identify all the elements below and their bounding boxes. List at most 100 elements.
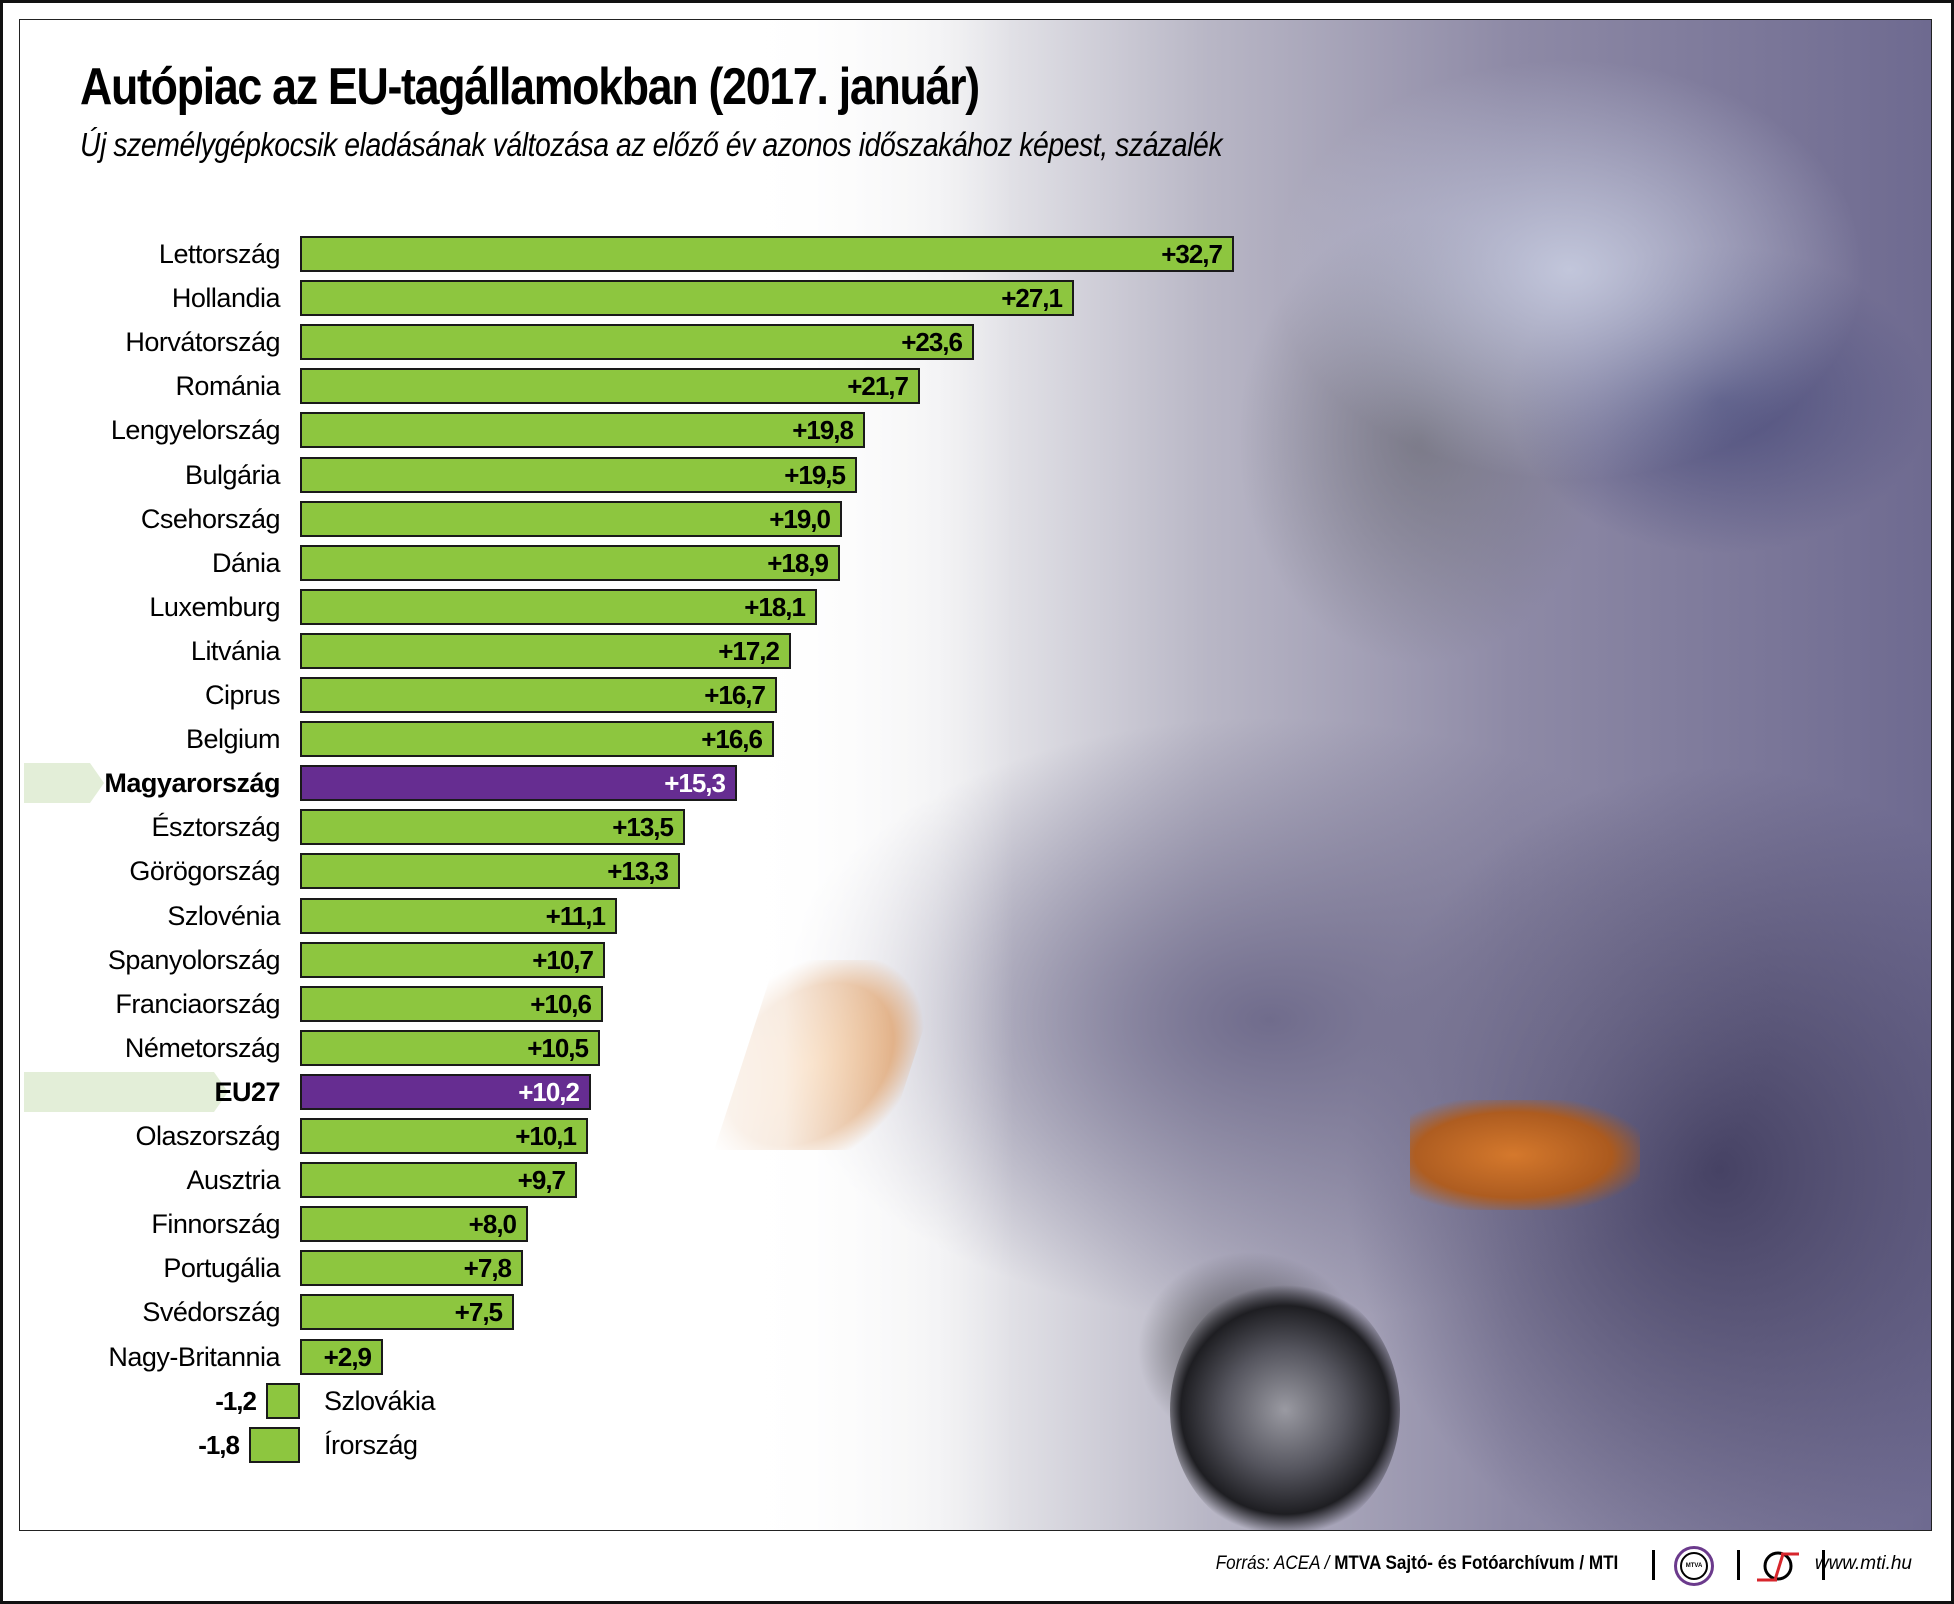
country-label: Görögország (129, 856, 280, 886)
country-label: Bulgária (184, 460, 281, 490)
bar-row: Görögország (0, 851, 280, 891)
bar: +10,1 (300, 1118, 588, 1154)
divider (1822, 1550, 1825, 1580)
value-label: +10,1 (515, 1121, 577, 1151)
bar-row: Hollandia (0, 278, 281, 318)
value-label: +32,7 (1161, 239, 1223, 269)
bar: +32,7 (300, 236, 1234, 272)
mtva-logo-icon: MTVA (1674, 1546, 1714, 1586)
bar: +18,9 (300, 545, 840, 581)
value-label: +18,1 (744, 592, 806, 622)
country-label: Litvánia (190, 636, 281, 666)
negative-bar (249, 1427, 300, 1463)
bar: +19,8 (300, 412, 865, 448)
country-label: Lettország (158, 239, 281, 269)
country-label: Ausztria (186, 1165, 280, 1195)
bar: +8,0 (300, 1206, 528, 1242)
value-label: +9,7 (517, 1165, 566, 1195)
value-label: +16,7 (704, 680, 766, 710)
bar-row: Szlovénia (0, 896, 280, 936)
bar-row: Svédország (0, 1292, 280, 1332)
country-label: Magyarország (104, 768, 280, 798)
negative-bar (266, 1383, 300, 1419)
bar-row: Ausztria (0, 1160, 280, 1200)
value-label: +7,8 (463, 1253, 512, 1283)
bar-row: Finnország (0, 1204, 280, 1244)
country-label: Belgium (185, 724, 281, 754)
bar-row: Belgium (0, 719, 281, 759)
mtva-logo-text: MTVA (1680, 1552, 1708, 1580)
country-label: Finnország (151, 1209, 280, 1239)
value-label: +2,9 (323, 1342, 372, 1372)
bar: +2,9 (300, 1339, 383, 1375)
bar: +10,2 (300, 1074, 591, 1110)
country-label: Szlovákia (324, 1386, 436, 1416)
country-label: Spanyolország (107, 945, 281, 975)
highlight-marker (24, 763, 104, 803)
value-label: +16,6 (701, 724, 763, 754)
value-label: +19,8 (792, 415, 854, 445)
value-label: +17,2 (718, 636, 780, 666)
value-label: +10,6 (530, 989, 592, 1019)
country-label: Németország (124, 1033, 281, 1063)
value-label: +10,5 (527, 1033, 589, 1063)
bar-row: Észtország (0, 807, 280, 847)
value-label: +19,5 (784, 460, 846, 490)
country-label: Észtország (151, 812, 280, 842)
bar-row: Magyarország (0, 763, 280, 803)
bar-row: Portugália (0, 1248, 280, 1288)
bar-row: Horvátország (0, 322, 280, 362)
value-label: +21,7 (847, 371, 909, 401)
country-label: Hollandia (171, 283, 281, 313)
country-label: EU27 (214, 1077, 280, 1107)
value-label: +23,6 (901, 327, 963, 357)
bar-row: Lengyelország (0, 410, 281, 450)
value-label: +19,0 (769, 504, 831, 534)
bar: +7,8 (300, 1250, 523, 1286)
bar-row: EU27 (0, 1072, 280, 1112)
value-label: +7,5 (454, 1297, 503, 1327)
bar-row: Franciaország (0, 984, 280, 1024)
value-label: +15,3 (664, 768, 726, 798)
country-label: Csehország (140, 504, 281, 534)
chart-subtitle: Új személygépkocsik eladásának változása… (80, 126, 1223, 163)
bar: +10,7 (300, 942, 605, 978)
bar-row: Románia (0, 366, 280, 406)
value-label: +11,1 (545, 901, 606, 931)
chart-title: Autópiac az EU-tagállamokban (2017. janu… (80, 58, 980, 116)
bar: +15,3 (300, 765, 737, 801)
value-label: +10,2 (518, 1077, 580, 1107)
bar: +11,1 (300, 898, 617, 934)
bar-row: Spanyolország (0, 940, 281, 980)
value-label: +13,5 (612, 812, 674, 842)
bar-row: Ciprus (0, 675, 281, 715)
bar: +16,7 (300, 677, 777, 713)
source-prefix: Forrás: ACEA / (1215, 1553, 1334, 1574)
bar-row: Nagy-Britannia (0, 1337, 280, 1377)
footer: Forrás: ACEA / MTVA Sajtó- és Fotóarchív… (0, 1546, 1930, 1586)
country-label: Nagy-Britannia (108, 1342, 280, 1372)
bar-row: Litvánia (0, 631, 281, 671)
country-label: Olaszország (135, 1121, 280, 1151)
bar-row: Bulgária (0, 455, 281, 495)
bar-row: Németország (0, 1028, 281, 1068)
value-label: +27,1 (1001, 283, 1063, 313)
country-label: Luxemburg (149, 592, 280, 622)
bar: +17,2 (300, 633, 791, 669)
source-agency: MTVA Sajtó- és Fotóarchívum / MTI (1333, 1553, 1618, 1574)
value-label: +10,7 (532, 945, 594, 975)
bar-row: Luxemburg (0, 587, 280, 627)
highlight-marker (24, 1072, 228, 1112)
bar-row: Csehország (0, 499, 281, 539)
bar-row: Olaszország (0, 1116, 280, 1156)
bar: +27,1 (300, 280, 1074, 316)
value-label: +13,3 (607, 856, 669, 886)
source-credit: Forrás: ACEA / MTVA Sajtó- és Fotóarchív… (1215, 1553, 1618, 1575)
country-label: Dánia (211, 548, 281, 578)
bar-row: Lettország (0, 234, 281, 274)
bar: +9,7 (300, 1162, 577, 1198)
divider (1652, 1550, 1655, 1580)
bar: +13,3 (300, 853, 680, 889)
bar: +19,0 (300, 501, 842, 537)
website-url: www.mti.hu (1814, 1553, 1912, 1574)
